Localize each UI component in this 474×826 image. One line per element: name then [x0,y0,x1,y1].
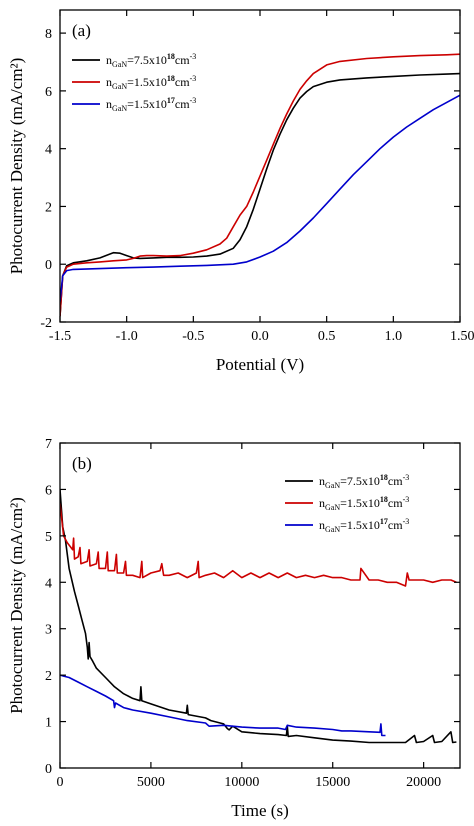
legend-entry-3: nGaN=1.5x1017cm-3 [319,517,409,534]
series-line-1 [60,72,460,317]
legend-entry-1: nGaN=7.5x1018cm-3 [319,473,409,490]
series-line-2 [60,53,460,317]
y-tick-label: 5 [45,530,52,545]
y-tick-label: 0 [45,762,52,777]
y-tick-label: 2 [45,200,52,215]
legend-entry-2: nGaN=1.5x1018cm-3 [319,495,409,512]
y-tick-label: 4 [45,576,52,591]
series-line-1 [60,489,457,744]
series-line-2 [60,503,457,587]
chart-panel-a: -1.5 -1.0 -0.5 0.0 0.5 1.0 1.50 -2 0 2 4 6 8 (a) Poten… [7,9,474,374]
legend-entry-3: nGaN=1.5x1017cm-3 [106,96,196,113]
x-tick-label: -0.5 [182,329,204,344]
series-line-3 [60,94,460,302]
y-tick-label: 2 [45,669,52,684]
y-tick-label: 7 [45,437,52,452]
plot-frame [59,442,461,769]
panel-label: (b) [72,454,92,473]
panel-label: (a) [72,21,91,40]
legend-entry-1: nGaN=7.5x1018cm-3 [106,52,196,69]
y-tick-label: 8 [45,27,52,42]
y-tick-label: 0 [45,258,52,273]
legend-entry-2: nGaN=1.5x1018cm-3 [106,74,196,91]
y-tick-label: 6 [45,85,52,100]
y-tick-label: 4 [45,143,52,158]
y-axis-label: Photocurrent Density (mA/cm²) [7,58,26,275]
x-tick-label: 1.0 [385,329,403,344]
y-tick-label: 3 [45,623,52,638]
x-tick-label: 5000 [137,775,165,790]
chart-panel-b: 0 5000 10000 15000 20000 0 1 2 3 4 5 6 7 (b) Time (s) P… [7,437,461,820]
series-line-3 [60,674,386,737]
y-tick-label: 6 [45,483,52,498]
x-tick-label: 10000 [224,775,259,790]
x-tick-label: 0 [57,775,64,790]
y-tick-label: 1 [45,716,52,731]
x-tick-label: 0.5 [318,329,336,344]
y-tick-label: -2 [40,316,52,331]
y-axis-label: Photocurrent Density (mA/cm²) [7,497,26,714]
x-tick-label: 1.50 [450,329,474,344]
x-axis-label: Potential (V) [216,355,304,374]
x-tick-label: 20000 [406,775,441,790]
x-tick-label: 15000 [315,775,350,790]
x-tick-label: -1.5 [49,329,71,344]
x-tick-label: -1.0 [116,329,138,344]
x-axis-label: Time (s) [231,801,288,820]
x-tick-label: 0.0 [251,329,269,344]
